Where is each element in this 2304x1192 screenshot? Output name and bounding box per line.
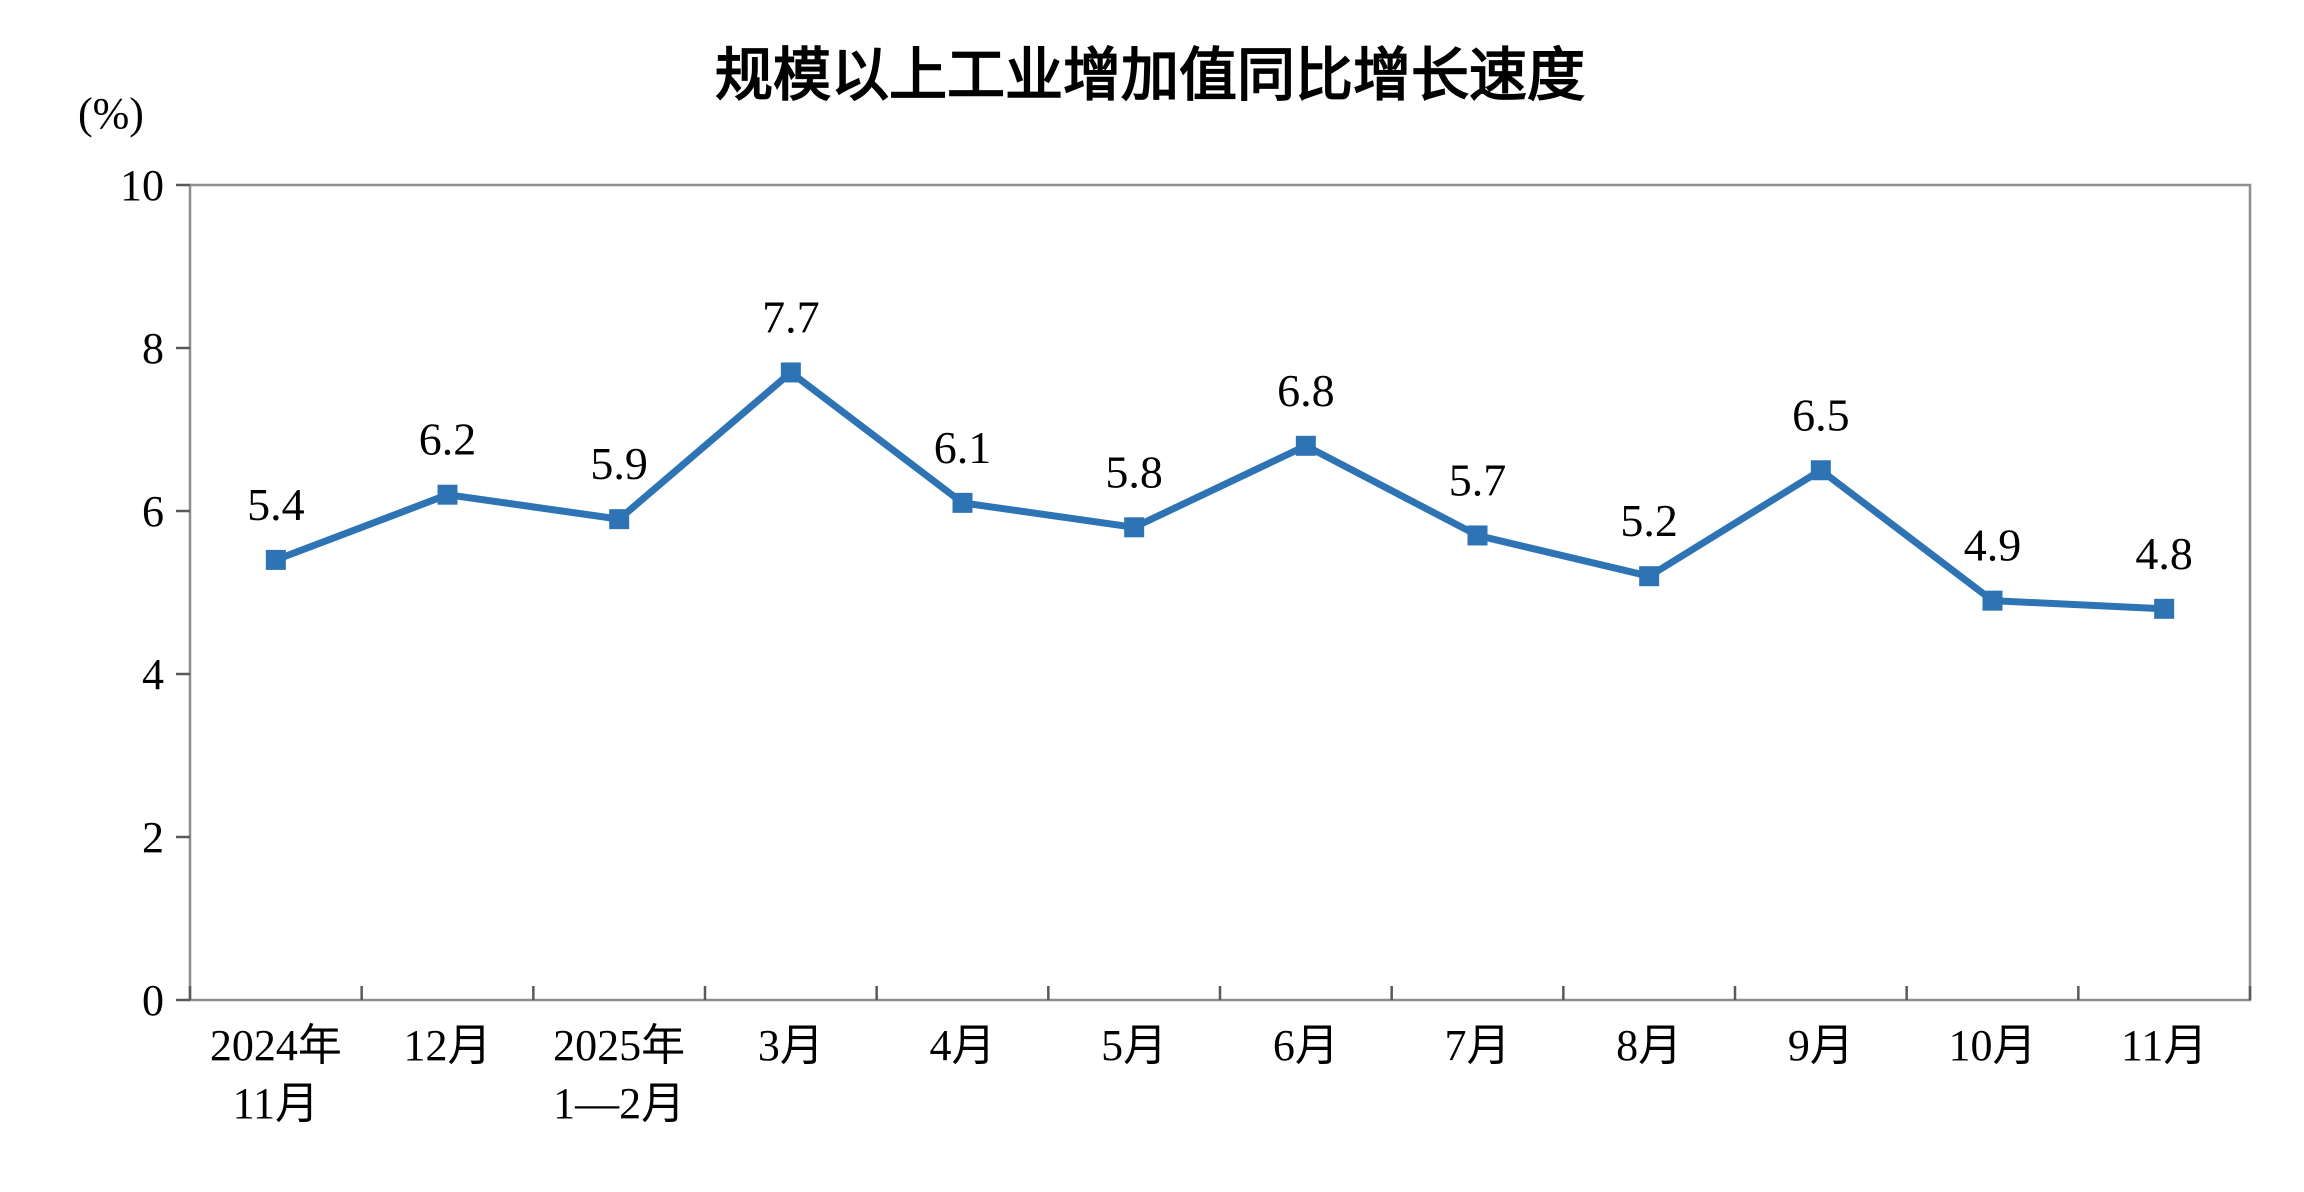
data-point-label: 5.7 (1449, 454, 1507, 505)
data-point-label: 5.9 (590, 438, 648, 489)
data-line (272, 368, 2168, 613)
plot-border (188, 183, 2252, 1002)
data-point-marker (780, 362, 801, 383)
x-axis-tick-label: 4月 (930, 1021, 996, 1070)
data-point-label: 6.2 (419, 414, 477, 465)
x-axis-tick-label: 2025年 (553, 1021, 685, 1070)
y-axis-tick-label: 2 (142, 813, 164, 862)
data-point-label: 6.5 (1792, 389, 1850, 440)
data-point-marker (952, 492, 973, 513)
y-axis-tick-label: 4 (142, 650, 164, 699)
data-point-label: 4.9 (1964, 520, 2022, 571)
data-point-label: 7.7 (762, 291, 820, 342)
data-point-marker (1124, 517, 1145, 538)
x-axis-tick-label: 1—2月 (553, 1079, 685, 1128)
y-axis-unit-label: (%) (78, 89, 144, 138)
data-point-label: 5.4 (247, 479, 305, 530)
x-axis-tick-label: 11月 (2121, 1021, 2207, 1070)
x-axis-tick-label: 10月 (1949, 1021, 2037, 1070)
data-point-marker (1982, 590, 2003, 611)
x-axis-tick-label: 6月 (1273, 1021, 1339, 1070)
x-axis-tick-label: 5月 (1101, 1021, 1167, 1070)
data-point-marker (609, 509, 630, 530)
x-axis-tick-label: 2024年 (210, 1021, 342, 1070)
y-axis-tick-label: 8 (142, 324, 164, 373)
data-point-marker (437, 484, 458, 505)
x-axis-tick-label: 8月 (1616, 1021, 1682, 1070)
x-axis-tick-label: 3月 (758, 1021, 824, 1070)
data-point-marker (265, 549, 286, 570)
data-point-marker (1295, 435, 1316, 456)
data-point-marker (1639, 566, 1660, 587)
y-axis-tick-label: 0 (142, 976, 164, 1025)
data-point-label: 6.1 (934, 422, 992, 473)
x-axis-tick-label: 11月 (233, 1079, 319, 1128)
data-point-marker (1467, 525, 1488, 546)
y-axis-tick-label: 10 (120, 161, 164, 210)
x-axis-tick-label: 12月 (404, 1021, 492, 1070)
plot-area: 0 2 4 6 8 10 2024年 11月 12月 2025年 1—2月 3月 4月 5月 6月 7月 8月 9… (120, 161, 2252, 1128)
data-point-label: 4.8 (2135, 528, 2193, 579)
data-point-marker (2154, 598, 2175, 619)
data-point-label: 5.2 (1620, 495, 1678, 546)
data-point-marker (1810, 460, 1831, 481)
x-axis-tick-label: 9月 (1788, 1021, 1854, 1070)
data-point-label: 6.8 (1277, 365, 1335, 416)
data-point-label: 5.8 (1105, 446, 1163, 497)
y-axis-tick-label: 6 (142, 487, 164, 536)
x-axis-tick-label: 7月 (1445, 1021, 1511, 1070)
chart-title: 规模以上工业增加值同比增长速度 (715, 43, 1585, 108)
